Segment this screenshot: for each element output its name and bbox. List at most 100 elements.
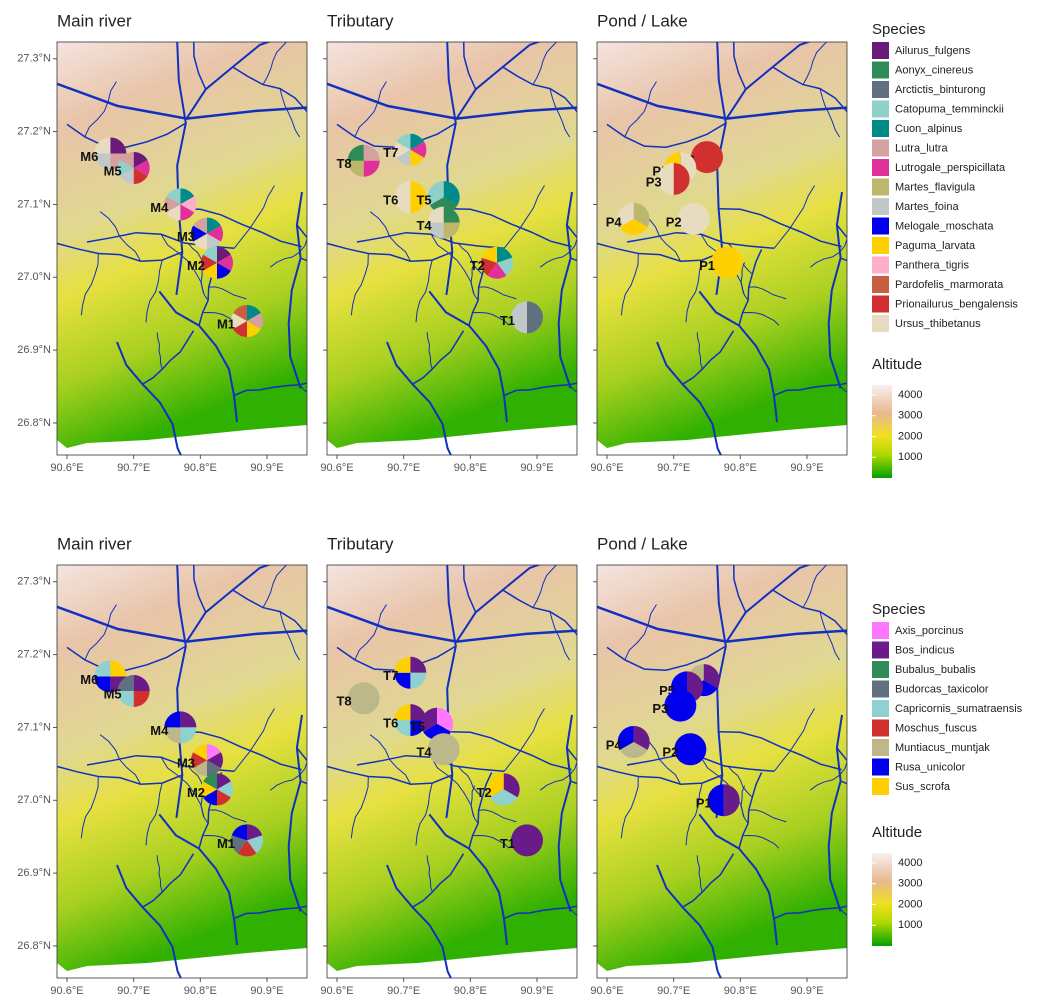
legend-label: Bos_indicus xyxy=(895,644,955,656)
legend-label: Muntiacus_muntjak xyxy=(895,742,990,754)
y-tick-label: 27.3°N xyxy=(17,53,51,65)
panel-title: Tributary xyxy=(327,11,394,30)
river xyxy=(897,497,907,547)
colorbar-label: 1000 xyxy=(898,919,922,931)
pie-slice xyxy=(674,733,706,765)
river xyxy=(1026,328,1033,379)
x-tick-label: 90.8°E xyxy=(184,462,217,474)
site-label: M6 xyxy=(80,149,98,164)
river xyxy=(863,517,959,548)
site-label: P2 xyxy=(662,745,678,760)
river xyxy=(1031,183,1039,235)
legend-swatch xyxy=(872,759,889,776)
colorbar-label: 2000 xyxy=(898,898,922,910)
river xyxy=(734,28,785,39)
site-label: T1 xyxy=(500,313,515,328)
river xyxy=(689,517,732,546)
river xyxy=(689,1,740,5)
legend-swatch xyxy=(872,622,889,639)
site-label: M2 xyxy=(187,258,205,273)
legend-swatch xyxy=(872,778,889,795)
river xyxy=(419,0,462,23)
legend-swatch xyxy=(872,237,889,254)
river xyxy=(772,0,816,12)
panel-title: Main river xyxy=(57,534,132,553)
legend-label: Martes_flavigula xyxy=(895,181,976,193)
y-tick-label: 26.8°N xyxy=(17,417,51,429)
pie xyxy=(201,247,233,279)
site-label: T1 xyxy=(500,836,515,851)
legend-label: Cuon_alpinus xyxy=(895,123,963,135)
x-tick-label: 90.8°E xyxy=(184,985,217,997)
site-label: T2 xyxy=(476,785,491,800)
pie xyxy=(428,207,460,239)
river xyxy=(555,504,603,523)
pie xyxy=(511,824,543,856)
x-tick-label: 90.9°E xyxy=(790,462,823,474)
x-tick-label: 90.8°E xyxy=(454,462,487,474)
river xyxy=(856,743,869,788)
site-label: M1 xyxy=(217,836,235,851)
river xyxy=(1031,706,1039,758)
legend-swatch xyxy=(872,700,889,717)
legend-label: Prionailurus_bengalensis xyxy=(895,298,1018,310)
legend-swatch xyxy=(872,218,889,235)
x-tick-label: 90.7°E xyxy=(657,462,690,474)
river xyxy=(1010,825,1039,894)
pie xyxy=(708,784,740,816)
legend-swatch xyxy=(872,159,889,176)
site-label: P2 xyxy=(666,214,682,229)
site-label: T6 xyxy=(383,716,398,731)
river xyxy=(453,0,468,22)
pie xyxy=(394,134,426,166)
pie xyxy=(348,682,380,714)
legend-label: Aonyx_cinereus xyxy=(895,64,974,76)
river xyxy=(990,653,1019,854)
colorbar-label: 4000 xyxy=(898,389,922,401)
site-label: P4 xyxy=(606,737,623,752)
river xyxy=(149,524,200,528)
x-tick-label: 90.7°E xyxy=(387,462,420,474)
legend-label: Ailurus_fulgens xyxy=(895,45,971,57)
x-tick-label: 90.9°E xyxy=(250,462,283,474)
legend-label: Lutra_lutra xyxy=(895,142,948,154)
legend-swatch xyxy=(872,642,889,659)
colorbar-label: 4000 xyxy=(898,857,922,869)
river xyxy=(149,1,200,5)
river xyxy=(689,0,732,23)
legend-label: Sus_scrofa xyxy=(895,781,951,793)
x-tick-label: 90.9°E xyxy=(250,985,283,997)
river xyxy=(194,28,245,39)
river xyxy=(1026,851,1033,902)
x-tick-label: 90.9°E xyxy=(520,985,553,997)
legend-label: Ursus_thibetanus xyxy=(895,318,981,330)
river xyxy=(772,508,816,535)
colorbar-label: 3000 xyxy=(898,410,922,422)
legend-label: Martes_foina xyxy=(895,201,959,213)
site-label: T7 xyxy=(383,145,398,160)
legend-swatch xyxy=(872,720,889,737)
y-tick-label: 27.0°N xyxy=(17,794,51,806)
x-tick-label: 90.7°E xyxy=(387,985,420,997)
pie xyxy=(664,690,696,722)
pie xyxy=(348,145,380,177)
legend-label: Pardofelis_marmorata xyxy=(895,279,1004,291)
panel-title: Main river xyxy=(57,11,132,30)
pie-slice xyxy=(711,247,743,279)
x-tick-label: 90.8°E xyxy=(454,985,487,997)
site-label: T5 xyxy=(410,719,425,734)
legend-label: Axis_porcinus xyxy=(895,625,964,637)
site-label: T4 xyxy=(416,218,432,233)
y-tick-label: 27.1°N xyxy=(17,721,51,733)
legend-label: Capricornis_sumatraensis xyxy=(895,703,1023,715)
legend-label: Moschus_fuscus xyxy=(895,722,977,734)
site-label: M3 xyxy=(177,229,195,244)
colorbar xyxy=(872,385,892,478)
legend-swatch xyxy=(872,276,889,293)
colorbar-title: Altitude xyxy=(872,824,922,841)
pie xyxy=(201,773,233,805)
pie-slice xyxy=(428,733,460,765)
pie xyxy=(481,247,513,279)
site-label: M1 xyxy=(217,316,235,331)
river xyxy=(232,0,276,12)
